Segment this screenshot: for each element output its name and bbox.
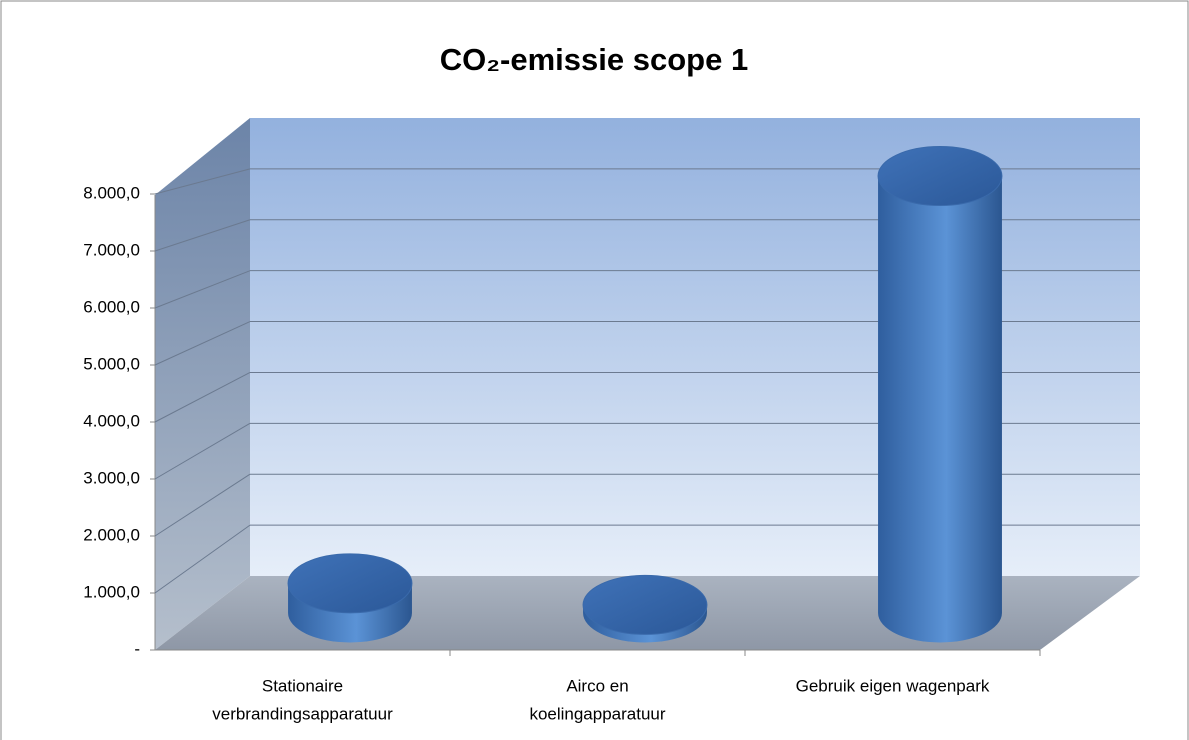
x-tick-label: verbrandingsapparatuur	[212, 704, 393, 723]
grid-line	[154, 372, 251, 423]
x-tick-label: koelingapparatuur	[529, 704, 665, 723]
grid-line	[154, 422, 251, 480]
y-tick-label: 4.000,0	[83, 411, 140, 430]
grid-line	[154, 524, 251, 594]
y-tick-label: 8.000,0	[83, 183, 140, 202]
bar-top	[582, 574, 708, 635]
grid-line	[154, 270, 251, 309]
bar	[878, 176, 1002, 643]
grid-line	[154, 168, 251, 195]
x-tick-label: Airco en	[566, 676, 628, 695]
y-tick-label: 3.000,0	[83, 468, 140, 487]
side-wall	[155, 118, 250, 650]
grid-line	[154, 321, 251, 366]
back-wall	[250, 118, 1140, 576]
x-tick-label: Gebruik eigen wagenpark	[796, 676, 990, 695]
y-tick-label: 1.000,0	[83, 582, 140, 601]
bar-top	[877, 146, 1003, 207]
y-tick-label: 7.000,0	[83, 240, 140, 259]
y-tick-label: 2.000,0	[83, 525, 140, 544]
y-tick-label: 6.000,0	[83, 297, 140, 316]
x-tick-label: Stationaire	[262, 676, 343, 695]
y-tick-label: -	[134, 639, 140, 658]
chart-title: CO₂-emissie scope 1	[440, 42, 748, 77]
bar-top	[287, 553, 413, 614]
grid-line	[154, 219, 251, 252]
y-tick-label: 5.000,0	[83, 354, 140, 373]
grid-line	[154, 473, 251, 537]
